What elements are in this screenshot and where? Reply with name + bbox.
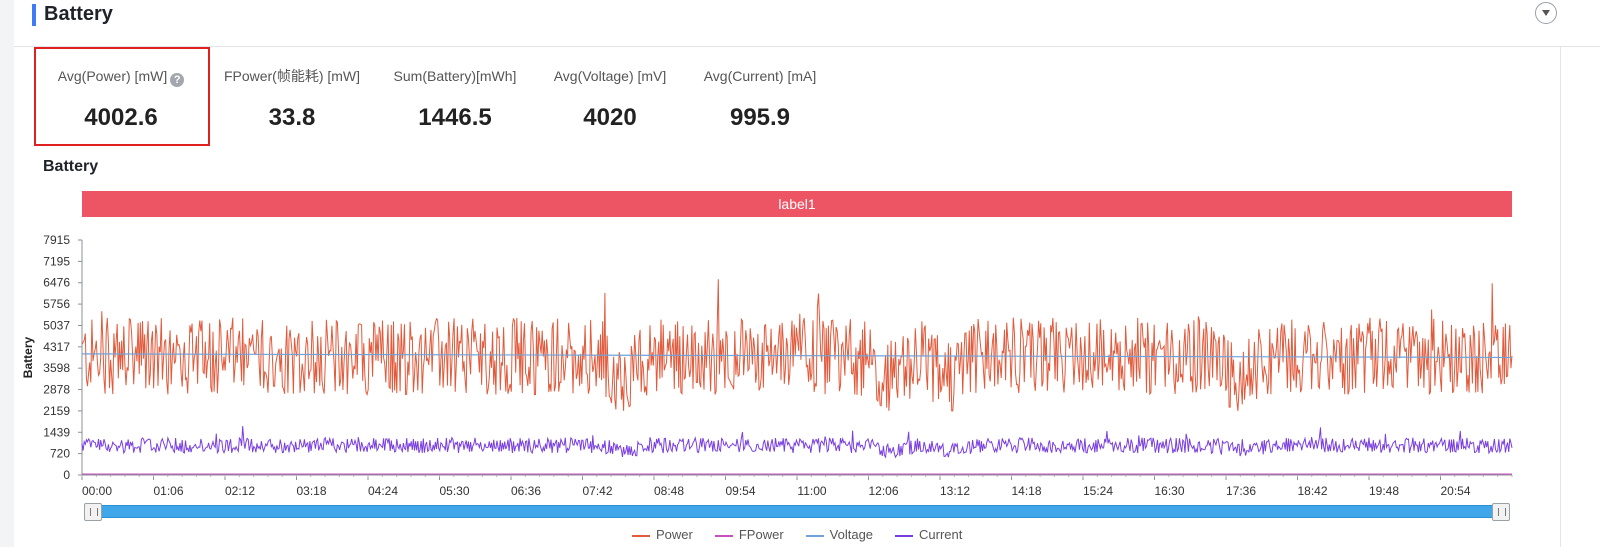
- y-tick-label: 5756: [43, 297, 70, 311]
- metric-fpower: FPower(帧能耗) [mW] 33.8: [212, 66, 372, 132]
- x-tick-label: 17:36: [1226, 484, 1256, 498]
- y-tick-label: 720: [50, 447, 70, 461]
- metric-label: Avg(Current) [mA]: [703, 68, 817, 84]
- x-tick-label: 11:00: [797, 484, 826, 498]
- metric-avg-voltage: Avg(Voltage) [mV] 4020: [538, 66, 682, 132]
- chart-legend: Power FPower Voltage Current: [632, 527, 984, 547]
- label-band[interactable]: label1: [82, 191, 1512, 217]
- x-tick-label: 00:00: [82, 484, 112, 498]
- y-axis-label: Battery: [21, 337, 35, 379]
- help-icon[interactable]: ?: [170, 73, 185, 87]
- highlight-box: [34, 47, 210, 146]
- chart-title: Battery: [43, 158, 99, 175]
- y-tick-label: 4317: [43, 340, 70, 354]
- y-tick-label: 7195: [43, 254, 70, 268]
- x-tick-label: 06:36: [511, 484, 541, 498]
- legend-label: FPower: [738, 527, 784, 542]
- x-tick-label: 04:24: [368, 484, 398, 498]
- legend-swatch: [632, 534, 650, 537]
- metric-value: 995.9: [729, 104, 791, 131]
- legend-swatch: [714, 534, 733, 537]
- section-header: [14, 0, 1600, 47]
- legend-item-voltage[interactable]: Voltage: [805, 527, 874, 542]
- collapse-button[interactable]: [1535, 2, 1557, 24]
- series-power-line: [81, 279, 1513, 412]
- x-tick-label: 03:18: [296, 484, 326, 498]
- legend-item-current[interactable]: Current: [895, 527, 962, 542]
- legend-label: Power: [656, 527, 693, 542]
- title-accent-bar: [32, 4, 36, 26]
- metric-value: 1446.5: [418, 104, 492, 131]
- legend-item-fpower[interactable]: FPower: [714, 527, 784, 542]
- series-current-line: [81, 426, 1513, 459]
- legend-swatch: [805, 534, 824, 537]
- x-tick-label: 05:30: [439, 484, 469, 498]
- metric-avg-current: Avg(Current) [mA] 995.9: [690, 66, 830, 132]
- metric-label: FPower(帧能耗) [mW]: [223, 68, 361, 84]
- legend-swatch: [895, 534, 914, 537]
- zoom-slider-left-handle[interactable]: [84, 503, 102, 521]
- y-tick-label: 6476: [43, 276, 70, 290]
- metric-value: 4020: [583, 104, 637, 131]
- x-tick-label: 15:24: [1083, 484, 1113, 498]
- y-tick-label: 0: [63, 468, 70, 482]
- x-tick-label: 20:54: [1440, 484, 1470, 498]
- zoom-slider-track[interactable]: [86, 505, 1498, 518]
- x-tick-label: 01:06: [153, 484, 183, 498]
- series-voltage-line: [81, 353, 1513, 359]
- x-tick-label: 08:48: [654, 484, 684, 498]
- metric-avg-power: Avg(Power) [mW]? 4002.6: [46, 66, 196, 132]
- x-tick-label: 16:30: [1154, 484, 1184, 498]
- legend-item-power[interactable]: Power: [632, 527, 693, 542]
- metric-value: 33.8: [268, 104, 316, 131]
- panel-right-border: [1560, 46, 1561, 547]
- y-tick-label: 1439: [43, 425, 70, 439]
- y-tick-label: 7915: [43, 233, 70, 247]
- x-tick-label: 19:48: [1369, 484, 1399, 498]
- chevron-down-icon: [1542, 10, 1550, 16]
- legend-label: Current: [919, 527, 963, 542]
- legend-label: Voltage: [829, 527, 874, 542]
- left-frame: [0, 0, 14, 547]
- zoom-slider-right-handle[interactable]: [1492, 503, 1510, 521]
- y-tick-label: 3598: [43, 361, 70, 375]
- metric-label: Avg(Voltage) [mV]: [553, 68, 667, 84]
- page-title: Battery: [44, 3, 113, 25]
- x-tick-label: 07:42: [582, 484, 612, 498]
- x-tick-label: 12:06: [868, 484, 898, 498]
- y-tick-label: 2878: [43, 383, 70, 397]
- metric-label: Sum(Battery)[mWh]: [393, 68, 517, 84]
- x-tick-label: 02:12: [225, 484, 255, 498]
- metric-value: 4002.6: [84, 104, 158, 131]
- y-tick-label: 2159: [43, 404, 70, 418]
- x-tick-label: 13:12: [940, 484, 970, 498]
- metric-sum-battery: Sum(Battery)[mWh] 1446.5: [380, 66, 530, 132]
- y-tick-label: 5037: [43, 318, 70, 332]
- x-tick-label: 09:54: [725, 484, 755, 498]
- metric-label: Avg(Power) [mW]: [57, 68, 168, 84]
- x-tick-label: 14:18: [1011, 484, 1041, 498]
- x-tick-label: 18:42: [1297, 484, 1327, 498]
